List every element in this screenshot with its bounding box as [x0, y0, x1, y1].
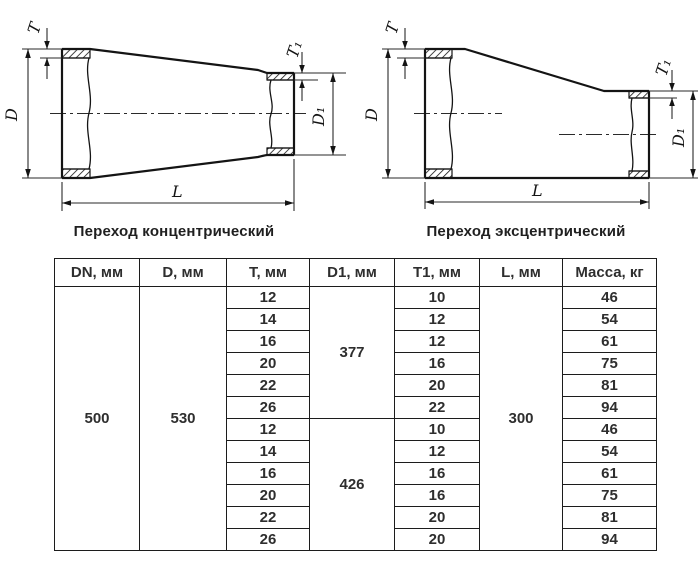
- header-mass: Масса, кг: [562, 258, 657, 287]
- dim-label-d1: D₁: [309, 107, 328, 127]
- cell-l: 300: [479, 286, 563, 551]
- cell-mass: 61: [562, 462, 657, 485]
- dim-label-l: L: [531, 181, 543, 200]
- concentric-caption: Переход концентрический: [73, 223, 275, 240]
- header-d: D, мм: [139, 258, 227, 287]
- header-l: L, мм: [479, 258, 563, 287]
- cell-t1: 22: [394, 396, 480, 419]
- cell-mass: 94: [562, 528, 657, 551]
- cell-t1: 10: [394, 286, 480, 309]
- cell-t1: 20: [394, 374, 480, 397]
- cell-t: 16: [226, 330, 310, 353]
- cell-t1: 20: [394, 528, 480, 551]
- cell-t: 14: [226, 308, 310, 331]
- cell-mass: 94: [562, 396, 657, 419]
- cell-mass: 75: [562, 484, 657, 507]
- wall-hatching: [424, 48, 650, 179]
- cell-mass: 46: [562, 286, 657, 309]
- dim-label-t: T: [24, 19, 46, 36]
- dim-label-l: L: [171, 182, 183, 201]
- cell-mass: 46: [562, 418, 657, 441]
- cell-mass: 54: [562, 440, 657, 463]
- cell-d1: 377: [309, 286, 395, 419]
- cell-t: 22: [226, 506, 310, 529]
- header-d1: D1, мм: [309, 258, 395, 287]
- dim-label-t1: T₁: [652, 56, 675, 78]
- cell-t1: 12: [394, 440, 480, 463]
- cell-t1: 12: [394, 330, 480, 353]
- cell-t: 16: [226, 462, 310, 485]
- table-row: 14 12 54: [55, 308, 657, 331]
- cell-t1: 12: [394, 308, 480, 331]
- header-t: T, мм: [226, 258, 310, 287]
- cell-mass: 81: [562, 374, 657, 397]
- header-row: DN, мм D, мм T, мм D1, мм T1, мм L, мм М…: [54, 258, 657, 287]
- cell-d: 530: [139, 286, 227, 551]
- eccentric-drawing: D T T₁ D₁ L Переход эксцентрический: [352, 6, 700, 240]
- cell-t: 12: [226, 418, 310, 441]
- dim-label-d: D: [2, 108, 21, 122]
- cell-mass: 61: [562, 330, 657, 353]
- cell-t: 22: [226, 374, 310, 397]
- eccentric-reducer-diagram: D T T₁ D₁ L: [362, 19, 698, 209]
- table-row: 22 20 81: [55, 374, 657, 397]
- header-dn: DN, мм: [54, 258, 140, 287]
- drawings-row: D T T₁ D₁ L Переход концентрический: [0, 0, 700, 240]
- cell-t1: 16: [394, 352, 480, 375]
- cell-mass: 54: [562, 308, 657, 331]
- concentric-reducer-diagram: D T T₁ D₁ L: [2, 19, 346, 211]
- cell-t: 20: [226, 484, 310, 507]
- spec-table: DN, мм D, мм T, мм D1, мм T1, мм L, мм М…: [54, 258, 657, 551]
- concentric-drawing: D T T₁ D₁ L Переход концентрический: [0, 6, 348, 240]
- cell-dn: 500: [54, 286, 140, 551]
- table-row: 500 530 12 377 10 300 46: [54, 286, 657, 551]
- eccentric-caption: Переход эксцентрический: [426, 223, 626, 240]
- dim-label-t1: T₁: [283, 38, 306, 60]
- cell-t: 20: [226, 352, 310, 375]
- cell-mass: 81: [562, 506, 657, 529]
- table-row: 12 426 10 46: [55, 418, 657, 551]
- cell-t: 14: [226, 440, 310, 463]
- cell-t: 26: [226, 396, 310, 419]
- header-t1: T1, мм: [394, 258, 480, 287]
- table-row: 26 22 94: [55, 396, 657, 419]
- cell-t: 26: [226, 528, 310, 551]
- cell-t1: 20: [394, 506, 480, 529]
- dim-label-d: D: [362, 108, 381, 122]
- dim-label-t: T: [382, 19, 404, 36]
- table-row: 20 16 75: [55, 352, 657, 375]
- cell-mass: 75: [562, 352, 657, 375]
- cell-d1: 426: [309, 418, 395, 551]
- table-row: 26 20 94: [55, 528, 657, 551]
- cell-t: 12: [226, 286, 310, 309]
- cell-t1: 10: [394, 418, 480, 441]
- cell-t1: 16: [394, 462, 480, 485]
- cell-t1: 16: [394, 484, 480, 507]
- dim-label-d1: D₁: [669, 128, 688, 148]
- wall-hatching: [61, 48, 295, 179]
